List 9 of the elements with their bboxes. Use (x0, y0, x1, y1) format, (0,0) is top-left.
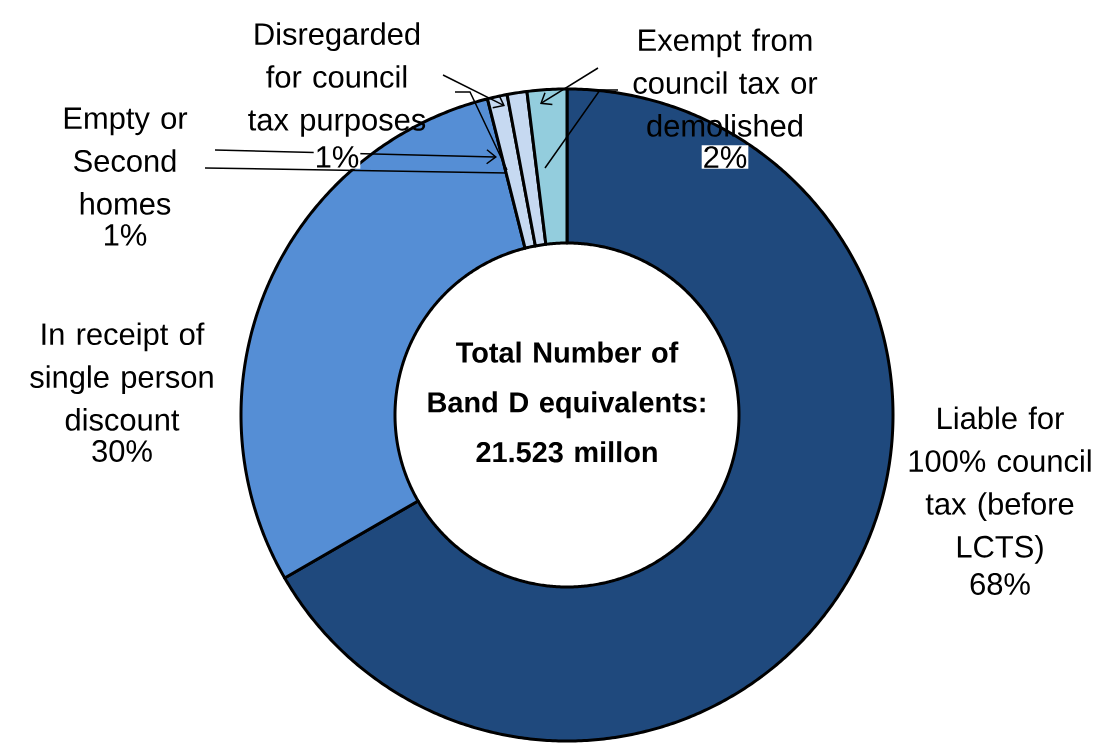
data-label: 2% (704, 146, 747, 168)
slice-label: Liable for 100% council tax (before LCTS) (909, 406, 1091, 564)
text: Total Number of Band D equivalents: 21.523 millon (428, 341, 705, 463)
data-label: 30% (92, 440, 152, 462)
data-label: 1% (317, 146, 359, 168)
slice-label: Empty or Second homes (64, 107, 188, 215)
data-label: 68% (970, 573, 1030, 595)
data-label: 1% (105, 224, 147, 246)
slice-label: In receipt of single person discount (30, 322, 213, 431)
